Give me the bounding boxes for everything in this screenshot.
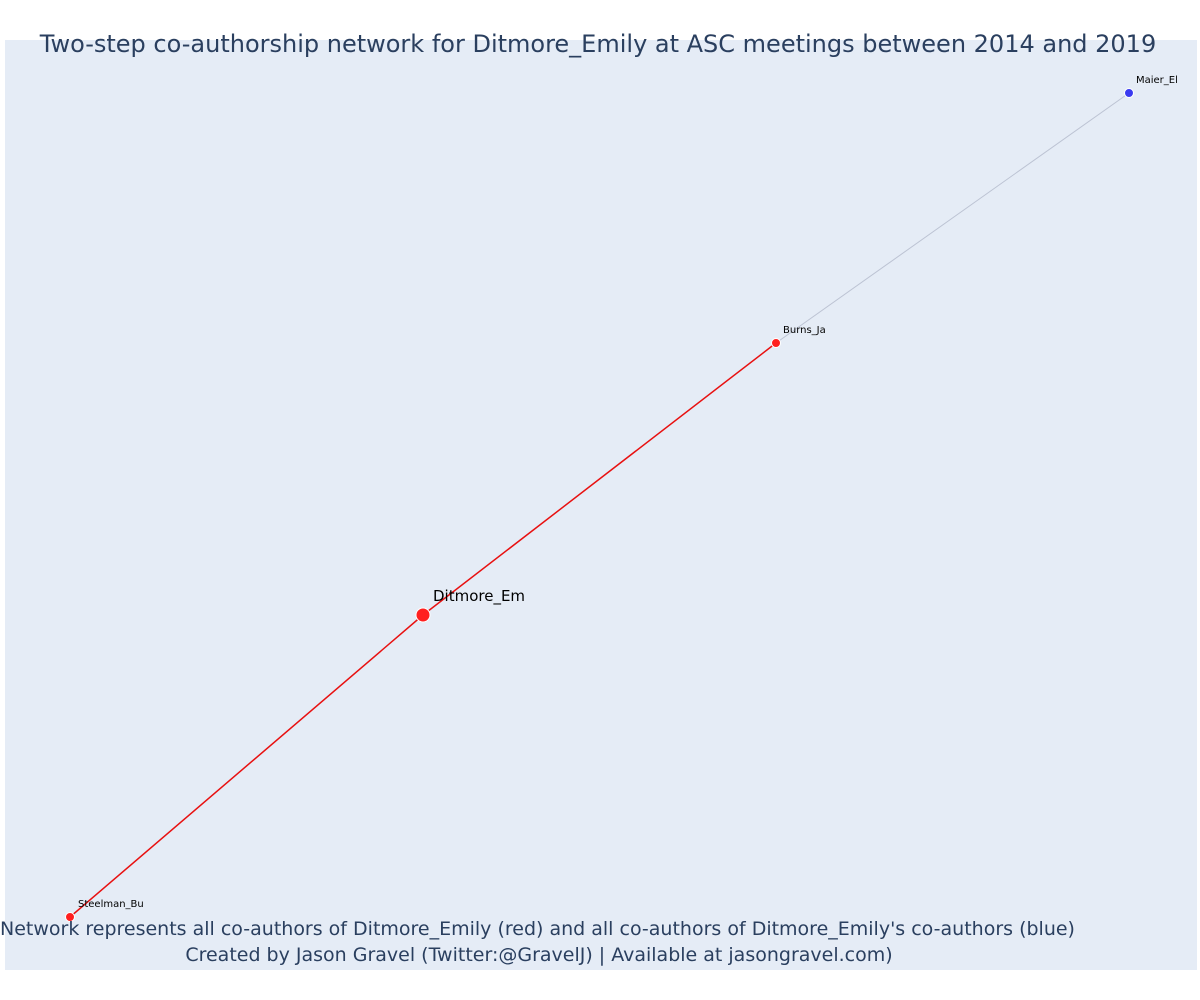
node-maier-el[interactable] [1124, 88, 1134, 98]
edge-steelman-bu-ditmore-em [69, 614, 424, 918]
chart-title: Two-step co-authorship network for Ditmo… [39, 30, 1157, 58]
plot-area [5, 40, 1197, 970]
node-label-steelman-bu: Steelman_Bu [78, 899, 144, 910]
node-burns-ja[interactable] [771, 338, 781, 348]
node-steelman-bu[interactable] [65, 912, 75, 922]
node-label-maier-el: Maier_El [1136, 75, 1178, 86]
edge-burns-ja-maier-el [775, 92, 1130, 344]
footer-credit: Created by Jason Gravel (Twitter:@Gravel… [185, 944, 893, 966]
edge-ditmore-em-burns-ja [422, 342, 777, 616]
footer-note: Network represents all co-authors of Dit… [0, 918, 1075, 940]
node-ditmore-em[interactable] [415, 607, 431, 623]
node-label-burns-ja: Burns_Ja [783, 325, 826, 336]
node-label-ditmore-em: Ditmore_Em [433, 587, 525, 606]
